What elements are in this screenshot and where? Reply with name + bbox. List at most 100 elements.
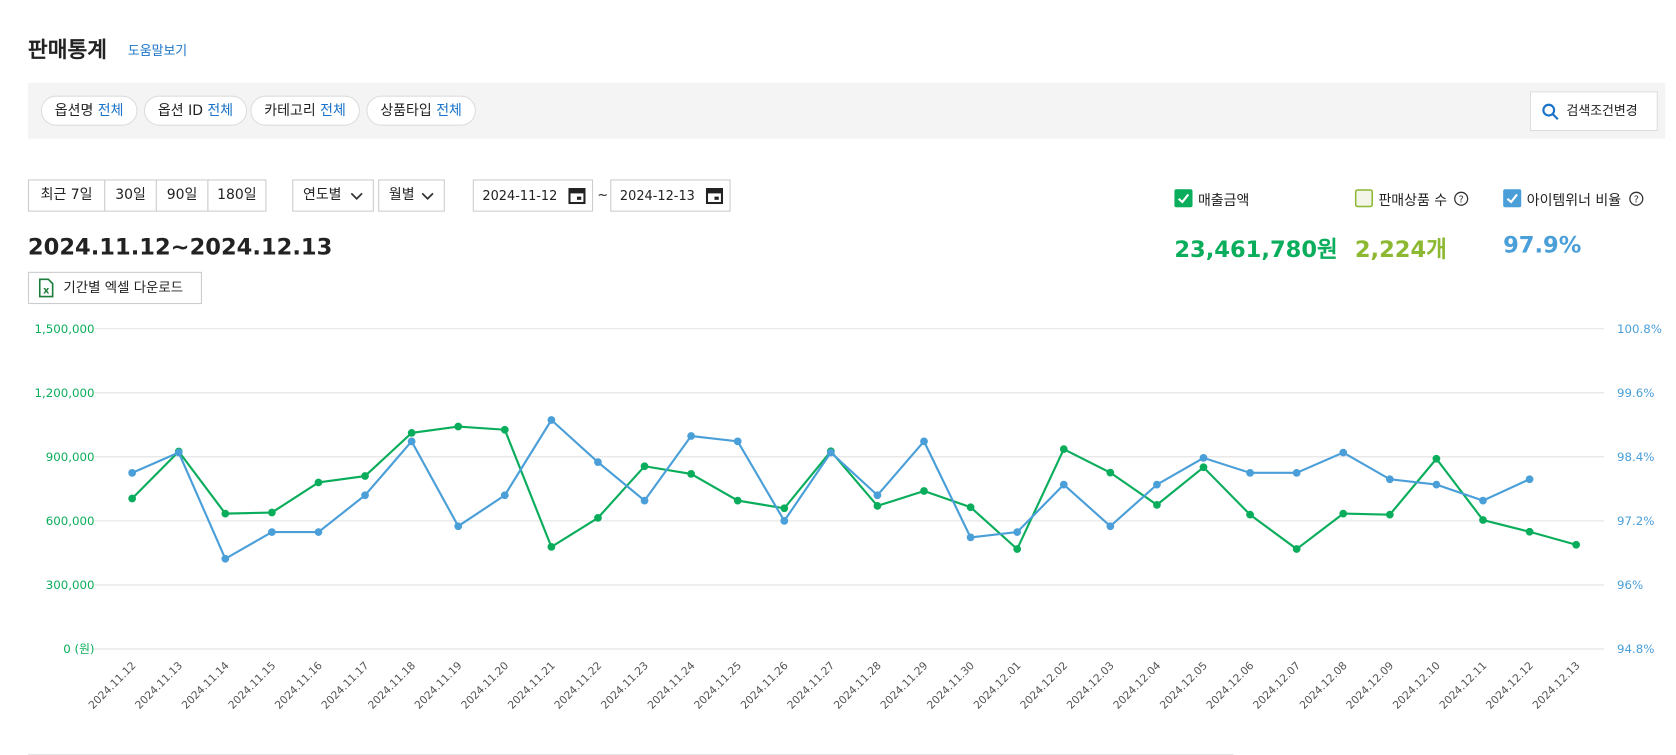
period-button[interactable]: 180일	[207, 179, 267, 212]
data-point	[640, 462, 649, 471]
data-point	[920, 487, 928, 495]
excel-button[interactable]: x 기간별 엑셀 다운로드	[27, 271, 202, 305]
y-tick-label: 1,500,000	[35, 322, 95, 336]
dropdown-label: 연도별	[302, 186, 342, 204]
data-point	[1292, 545, 1301, 553]
x-tick-label: 2024.12.06	[1204, 659, 1257, 712]
filter-chip[interactable]: 옵션 ID 전체	[143, 95, 248, 126]
data-point	[1153, 500, 1161, 509]
period-button[interactable]: 최근 7일	[27, 179, 106, 212]
period-button[interactable]: 30일	[104, 179, 157, 212]
data-point	[1479, 516, 1487, 524]
filter-value: 전체	[97, 103, 124, 120]
data-point	[1339, 509, 1348, 518]
date-text: 2024-12-13	[619, 188, 695, 204]
month-dropdown[interactable]: 월별	[378, 179, 445, 212]
search-button[interactable]: 검색조건변경	[1529, 91, 1658, 132]
filter-label: 상품타입	[380, 103, 432, 120]
x-tick-label: 2024.11.22	[552, 659, 605, 712]
series-line	[131, 418, 1531, 561]
help-icon[interactable]: ?	[1629, 191, 1644, 206]
y2-tick-label: 100.8%	[1617, 322, 1662, 336]
data-point	[873, 491, 882, 500]
filter-label: 옵션 ID	[157, 103, 203, 120]
data-point	[687, 470, 695, 478]
data-point	[1199, 463, 1208, 472]
data-point	[361, 491, 369, 500]
filter-chip[interactable]: 옵션명 전체	[40, 95, 138, 126]
date-separator: ~	[597, 186, 609, 202]
x-tick-label: 2024.11.25	[691, 659, 744, 712]
range-title: 2024.11.12~2024.12.13	[27, 234, 333, 261]
data-point	[128, 468, 137, 477]
data-point	[1525, 475, 1534, 484]
metric-value: 97.9%	[1503, 232, 1582, 258]
x-tick-label: 2024.11.17	[319, 659, 372, 712]
search-icon	[1542, 103, 1559, 121]
data-point	[1292, 468, 1301, 477]
data-point	[826, 448, 835, 457]
help-link[interactable]: 도움말보기	[127, 42, 188, 59]
data-point	[594, 458, 602, 467]
metric-value: 23,461,780원	[1174, 236, 1338, 263]
x-tick-label: 2024.11.30	[924, 659, 977, 712]
data-point	[174, 448, 183, 457]
data-point	[1153, 480, 1161, 489]
y-tick-label: 900,000	[46, 450, 95, 464]
checkbox-checked[interactable]	[1503, 189, 1522, 208]
x-tick-label: 2024.12.09	[1344, 659, 1397, 712]
filter-chip[interactable]: 카테고리 전체	[250, 95, 360, 126]
data-point	[268, 528, 276, 536]
data-point	[966, 503, 975, 512]
end-date[interactable]: 2024-12-13	[610, 179, 731, 212]
data-point	[361, 472, 369, 480]
data-point	[1246, 468, 1254, 477]
checkbox-checked[interactable]	[1174, 189, 1193, 208]
filter-chip[interactable]: 상품타입 전체	[366, 95, 476, 126]
data-point	[1106, 522, 1115, 531]
data-point	[780, 504, 789, 513]
filter-value: 전체	[436, 103, 462, 120]
data-point	[221, 554, 230, 563]
checkbox-unchecked[interactable]	[1354, 189, 1374, 208]
filter-label: 카테고리	[264, 103, 316, 120]
filter-value: 전체	[207, 103, 234, 120]
y2-tick-label: 94.8%	[1617, 642, 1654, 656]
svg-text:x: x	[43, 285, 50, 296]
year-dropdown[interactable]: 연도별	[292, 179, 374, 212]
data-point	[966, 533, 975, 542]
data-point	[733, 496, 742, 505]
data-point	[221, 509, 230, 518]
data-point	[780, 517, 789, 525]
data-point	[454, 422, 463, 431]
dropdown-label: 월별	[388, 186, 415, 204]
x-tick-label: 2024.12.13	[1530, 659, 1583, 712]
y-tick-label: 0 (원)	[63, 642, 94, 656]
start-date[interactable]: 2024-11-12	[472, 179, 594, 212]
x-tick-label: 2024.11.27	[785, 659, 838, 712]
data-point	[547, 543, 556, 551]
help-icon[interactable]: ?	[1454, 191, 1469, 206]
data-point	[407, 429, 416, 437]
x-tick-label: 2024.12.11	[1437, 659, 1490, 712]
date-text: 2024-11-12	[482, 188, 558, 204]
svg-text:?: ?	[1459, 195, 1464, 206]
period-button[interactable]: 90일	[155, 179, 209, 212]
data-point	[1479, 496, 1487, 505]
data-point	[1013, 545, 1022, 553]
data-point	[733, 437, 742, 446]
x-tick-label: 2024.12.05	[1157, 659, 1210, 712]
x-tick-label: 2024.11.24	[645, 659, 698, 712]
chevron	[350, 192, 363, 200]
x-tick-label: 2024.11.23	[598, 659, 651, 712]
x-tick-label: 2024.12.04	[1111, 659, 1164, 712]
chevron	[421, 192, 434, 200]
series-line	[131, 425, 1577, 551]
data-point	[1385, 475, 1394, 484]
data-point	[920, 437, 928, 446]
x-tick-label: 2024.11.15	[226, 659, 279, 712]
data-point	[1339, 448, 1348, 457]
y2-tick-label: 96%	[1617, 578, 1643, 592]
x-tick-label: 2024.12.08	[1297, 659, 1350, 712]
